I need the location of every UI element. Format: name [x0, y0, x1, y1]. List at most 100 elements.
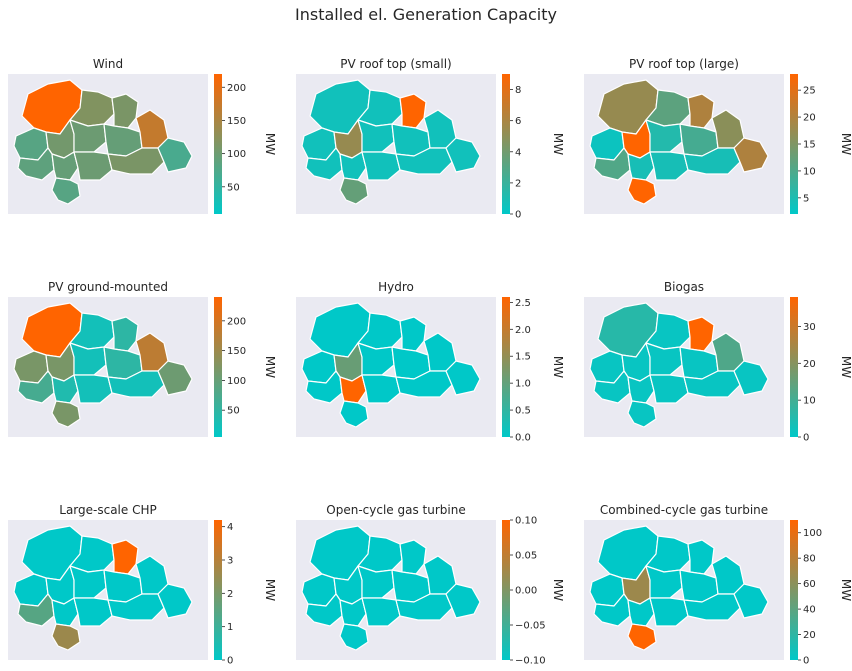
region-c: [357, 119, 395, 153]
colorbar-tick-label: 200: [227, 316, 246, 327]
region-se: [73, 597, 113, 627]
region-bs: [733, 583, 769, 619]
map-regions: [589, 302, 769, 428]
region-c: [645, 342, 683, 376]
map-regions: [13, 525, 193, 651]
panel-title: PV ground-mounted: [48, 280, 168, 294]
chart-panel: PV roof top (small) 0 2 4 6 8 MW: [296, 57, 565, 221]
map-regions: [589, 79, 769, 205]
colorbar-tick-label: 20: [803, 630, 816, 641]
colorbar-tick-label: 10: [803, 396, 816, 407]
region-se: [73, 374, 113, 404]
region-s1: [627, 597, 655, 627]
colorbar-tick-label: 6: [515, 116, 521, 127]
region-bs: [157, 583, 193, 619]
colorbar-tick-label: 1.5: [515, 352, 531, 363]
colorbar-tick-label: 10: [803, 166, 816, 177]
region-s1: [339, 597, 367, 627]
region-s2: [627, 177, 657, 205]
chart-panel: Combined-cycle gas turbine 0 20 40 60 80 100 MW: [584, 503, 852, 667]
colorbar-tick-label: 4: [515, 147, 521, 158]
region-bs: [733, 360, 769, 396]
region-ne: [687, 93, 715, 129]
colorbar: [502, 520, 510, 660]
region-bs: [733, 137, 769, 173]
region-s2: [339, 623, 369, 651]
colorbar-tick-label: 50: [227, 182, 240, 193]
region-s1: [51, 597, 79, 627]
region-ne: [687, 539, 715, 575]
colorbar-label: MW: [839, 579, 852, 601]
colorbar-label: MW: [551, 579, 565, 601]
colorbar-tick-label: 0: [515, 210, 521, 221]
region-s1: [627, 374, 655, 404]
colorbar-tick-label: 60: [803, 579, 816, 590]
map-regions: [301, 525, 481, 651]
chart-panel: Large-scale CHP 0 1 2 3 4 MW: [8, 503, 277, 667]
region-s2: [339, 400, 369, 428]
colorbar: [790, 74, 798, 214]
colorbar-tick-label: −0.05: [515, 621, 546, 632]
panel-title: Combined-cycle gas turbine: [600, 503, 768, 517]
colorbar-tick-label: 2: [227, 589, 233, 600]
colorbar-tick-label: 100: [227, 376, 246, 387]
region-se: [649, 374, 689, 404]
chart-panel: Open-cycle gas turbine −0.10 −0.05 0.00 0.05…: [296, 503, 565, 667]
region-s2: [627, 623, 657, 651]
colorbar-tick-label: 15: [803, 140, 816, 151]
panel-title: Large-scale CHP: [59, 503, 156, 517]
region-bs: [445, 360, 481, 396]
colorbar: [214, 297, 222, 437]
chart-panel: Hydro 0.0 0.5 1.0 1.5 2.0 2.5 MW: [296, 280, 565, 444]
region-ne: [111, 539, 139, 575]
colorbar-tick-label: 0.10: [515, 516, 537, 527]
map-regions: [13, 79, 193, 205]
colorbar-tick-label: 20: [803, 113, 816, 124]
colorbar-tick-label: 100: [803, 528, 822, 539]
region-s1: [51, 151, 79, 181]
colorbar-tick-label: 2.5: [515, 298, 531, 309]
colorbar-label: MW: [263, 356, 277, 378]
colorbar-tick-label: 2: [515, 178, 521, 189]
region-ne: [111, 93, 139, 129]
region-ne: [111, 316, 139, 352]
colorbar-label: MW: [839, 356, 852, 378]
region-s2: [627, 400, 657, 428]
figure-title: Installed el. Generation Capacity: [295, 5, 557, 24]
chart-panel: PV roof top (large) 5 10 15 20 25 MW: [584, 57, 852, 214]
colorbar-tick-label: 0.05: [515, 551, 537, 562]
region-s1: [339, 374, 367, 404]
colorbar-tick-label: 0.00: [515, 586, 537, 597]
colorbar-tick-label: 25: [803, 86, 816, 97]
region-se: [361, 597, 401, 627]
colorbar-tick-label: 1: [227, 622, 233, 633]
colorbar: [790, 520, 798, 660]
map-regions: [301, 79, 481, 205]
colorbar-tick-label: 200: [227, 83, 246, 94]
colorbar-tick-label: 0.0: [515, 433, 531, 444]
region-ne: [687, 316, 715, 352]
colorbar-label: MW: [263, 579, 277, 601]
region-se: [73, 151, 113, 181]
region-se: [361, 151, 401, 181]
region-bs: [157, 360, 193, 396]
panel-title: Open-cycle gas turbine: [326, 503, 465, 517]
region-c: [357, 342, 395, 376]
region-bs: [445, 583, 481, 619]
region-ne: [399, 539, 427, 575]
colorbar: [790, 297, 798, 437]
colorbar-label: MW: [551, 133, 565, 155]
chart-panel: PV ground-mounted 50 100 150 200 MW: [8, 280, 277, 437]
region-se: [649, 597, 689, 627]
map-regions: [13, 302, 193, 428]
colorbar-label: MW: [551, 356, 565, 378]
panel-title: PV roof top (large): [629, 57, 739, 71]
region-se: [649, 151, 689, 181]
colorbar-tick-label: 4: [227, 522, 233, 533]
colorbar-tick-label: 5: [803, 193, 809, 204]
region-c: [645, 565, 683, 599]
colorbar-tick-label: 0: [227, 656, 233, 667]
colorbar-tick-label: 30: [803, 322, 816, 333]
